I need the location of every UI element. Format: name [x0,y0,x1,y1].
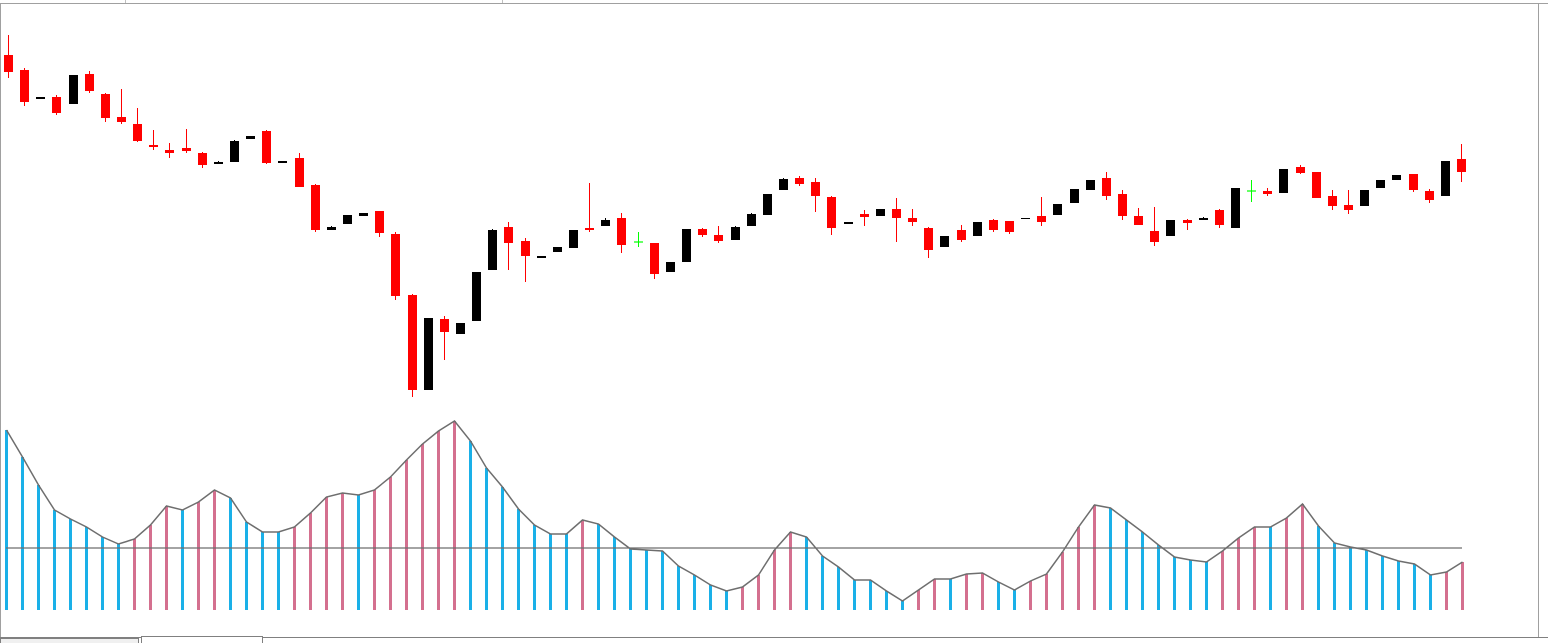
tab-active[interactable] [141,636,263,643]
candle-body [1441,161,1450,196]
candle-body [682,229,691,262]
candle-body [908,218,917,222]
candle-body [860,214,869,217]
candle-body [133,124,142,141]
candle-body [1150,231,1159,242]
candle-body [1392,175,1401,180]
candle-body [1328,196,1337,206]
candle-body [650,243,659,274]
candle-body [295,158,304,187]
candle-body [165,150,174,153]
candle-body [553,247,562,252]
candle-body [601,220,610,226]
candle-body [1166,220,1175,236]
candle-body [1086,180,1095,190]
candle-body [876,209,885,216]
candle-body [1037,216,1046,222]
candle-body [327,227,336,230]
candle-body [892,209,901,218]
candle-body [504,227,513,243]
candle-body [1005,221,1014,232]
candle-body [1199,218,1208,220]
candle-body [1053,204,1062,215]
candle-body [779,179,788,190]
candle-body [343,215,352,224]
candle-body [1425,191,1434,200]
candle-body [940,236,949,247]
candle-body [973,222,982,236]
candle-body [747,214,756,226]
candle-body [698,229,707,235]
candle-body [20,70,29,102]
candle-body [214,162,223,164]
candle-body [69,75,78,104]
candle-body [844,222,853,224]
candle-body [440,319,449,332]
candle-body [1102,178,1111,196]
candle-body [391,234,400,296]
candle-body [1070,189,1079,203]
candle-body [198,153,207,165]
candle-body [359,213,368,216]
candle-body [1263,191,1272,194]
candle-body [1296,167,1305,173]
candle-body [424,318,433,390]
candle-body [311,185,320,230]
candle-body [1021,218,1030,219]
candle-body [182,148,191,151]
candle-body [278,161,287,163]
candle-body [1134,216,1143,225]
candle-body [763,194,772,215]
candle-body [617,218,626,245]
candle-body [230,141,239,162]
candle-body [1231,188,1240,228]
candle-body [488,230,497,270]
candle-body [989,220,998,230]
candle-body [456,323,465,334]
candle-body [375,211,384,233]
candle-body [408,295,417,390]
candle-body [731,227,740,240]
candle-body [569,230,578,248]
candle-body [1409,174,1418,190]
candle-body [1215,210,1224,225]
candle-body [262,131,271,163]
candle-body [827,197,836,228]
candle-body [149,145,158,147]
tab[interactable] [0,638,139,643]
candle-body [101,94,110,118]
candle-body [1457,159,1466,172]
oscillator-line [5,420,1463,602]
candle-body [117,117,126,122]
candle-body [36,97,45,99]
candle-body [537,256,546,258]
candle-body [1279,169,1288,193]
candle-body [666,262,675,272]
candle-body [1183,220,1192,223]
candle-body [1376,180,1385,188]
candle-body [811,182,820,196]
candle-body [52,97,61,113]
candle-body [1312,172,1321,198]
candle-body [1344,205,1353,210]
candle-body [4,55,13,72]
candle-body [795,178,804,184]
candle-body [1360,190,1369,206]
candle-body [585,228,594,230]
candle-body [1118,194,1127,216]
candle-body [714,235,723,241]
candle-body [246,136,255,139]
candle-body [924,228,933,250]
candle-body [521,241,530,256]
candle-body [957,230,966,240]
candle-body [85,74,94,91]
candle-body [472,272,481,321]
